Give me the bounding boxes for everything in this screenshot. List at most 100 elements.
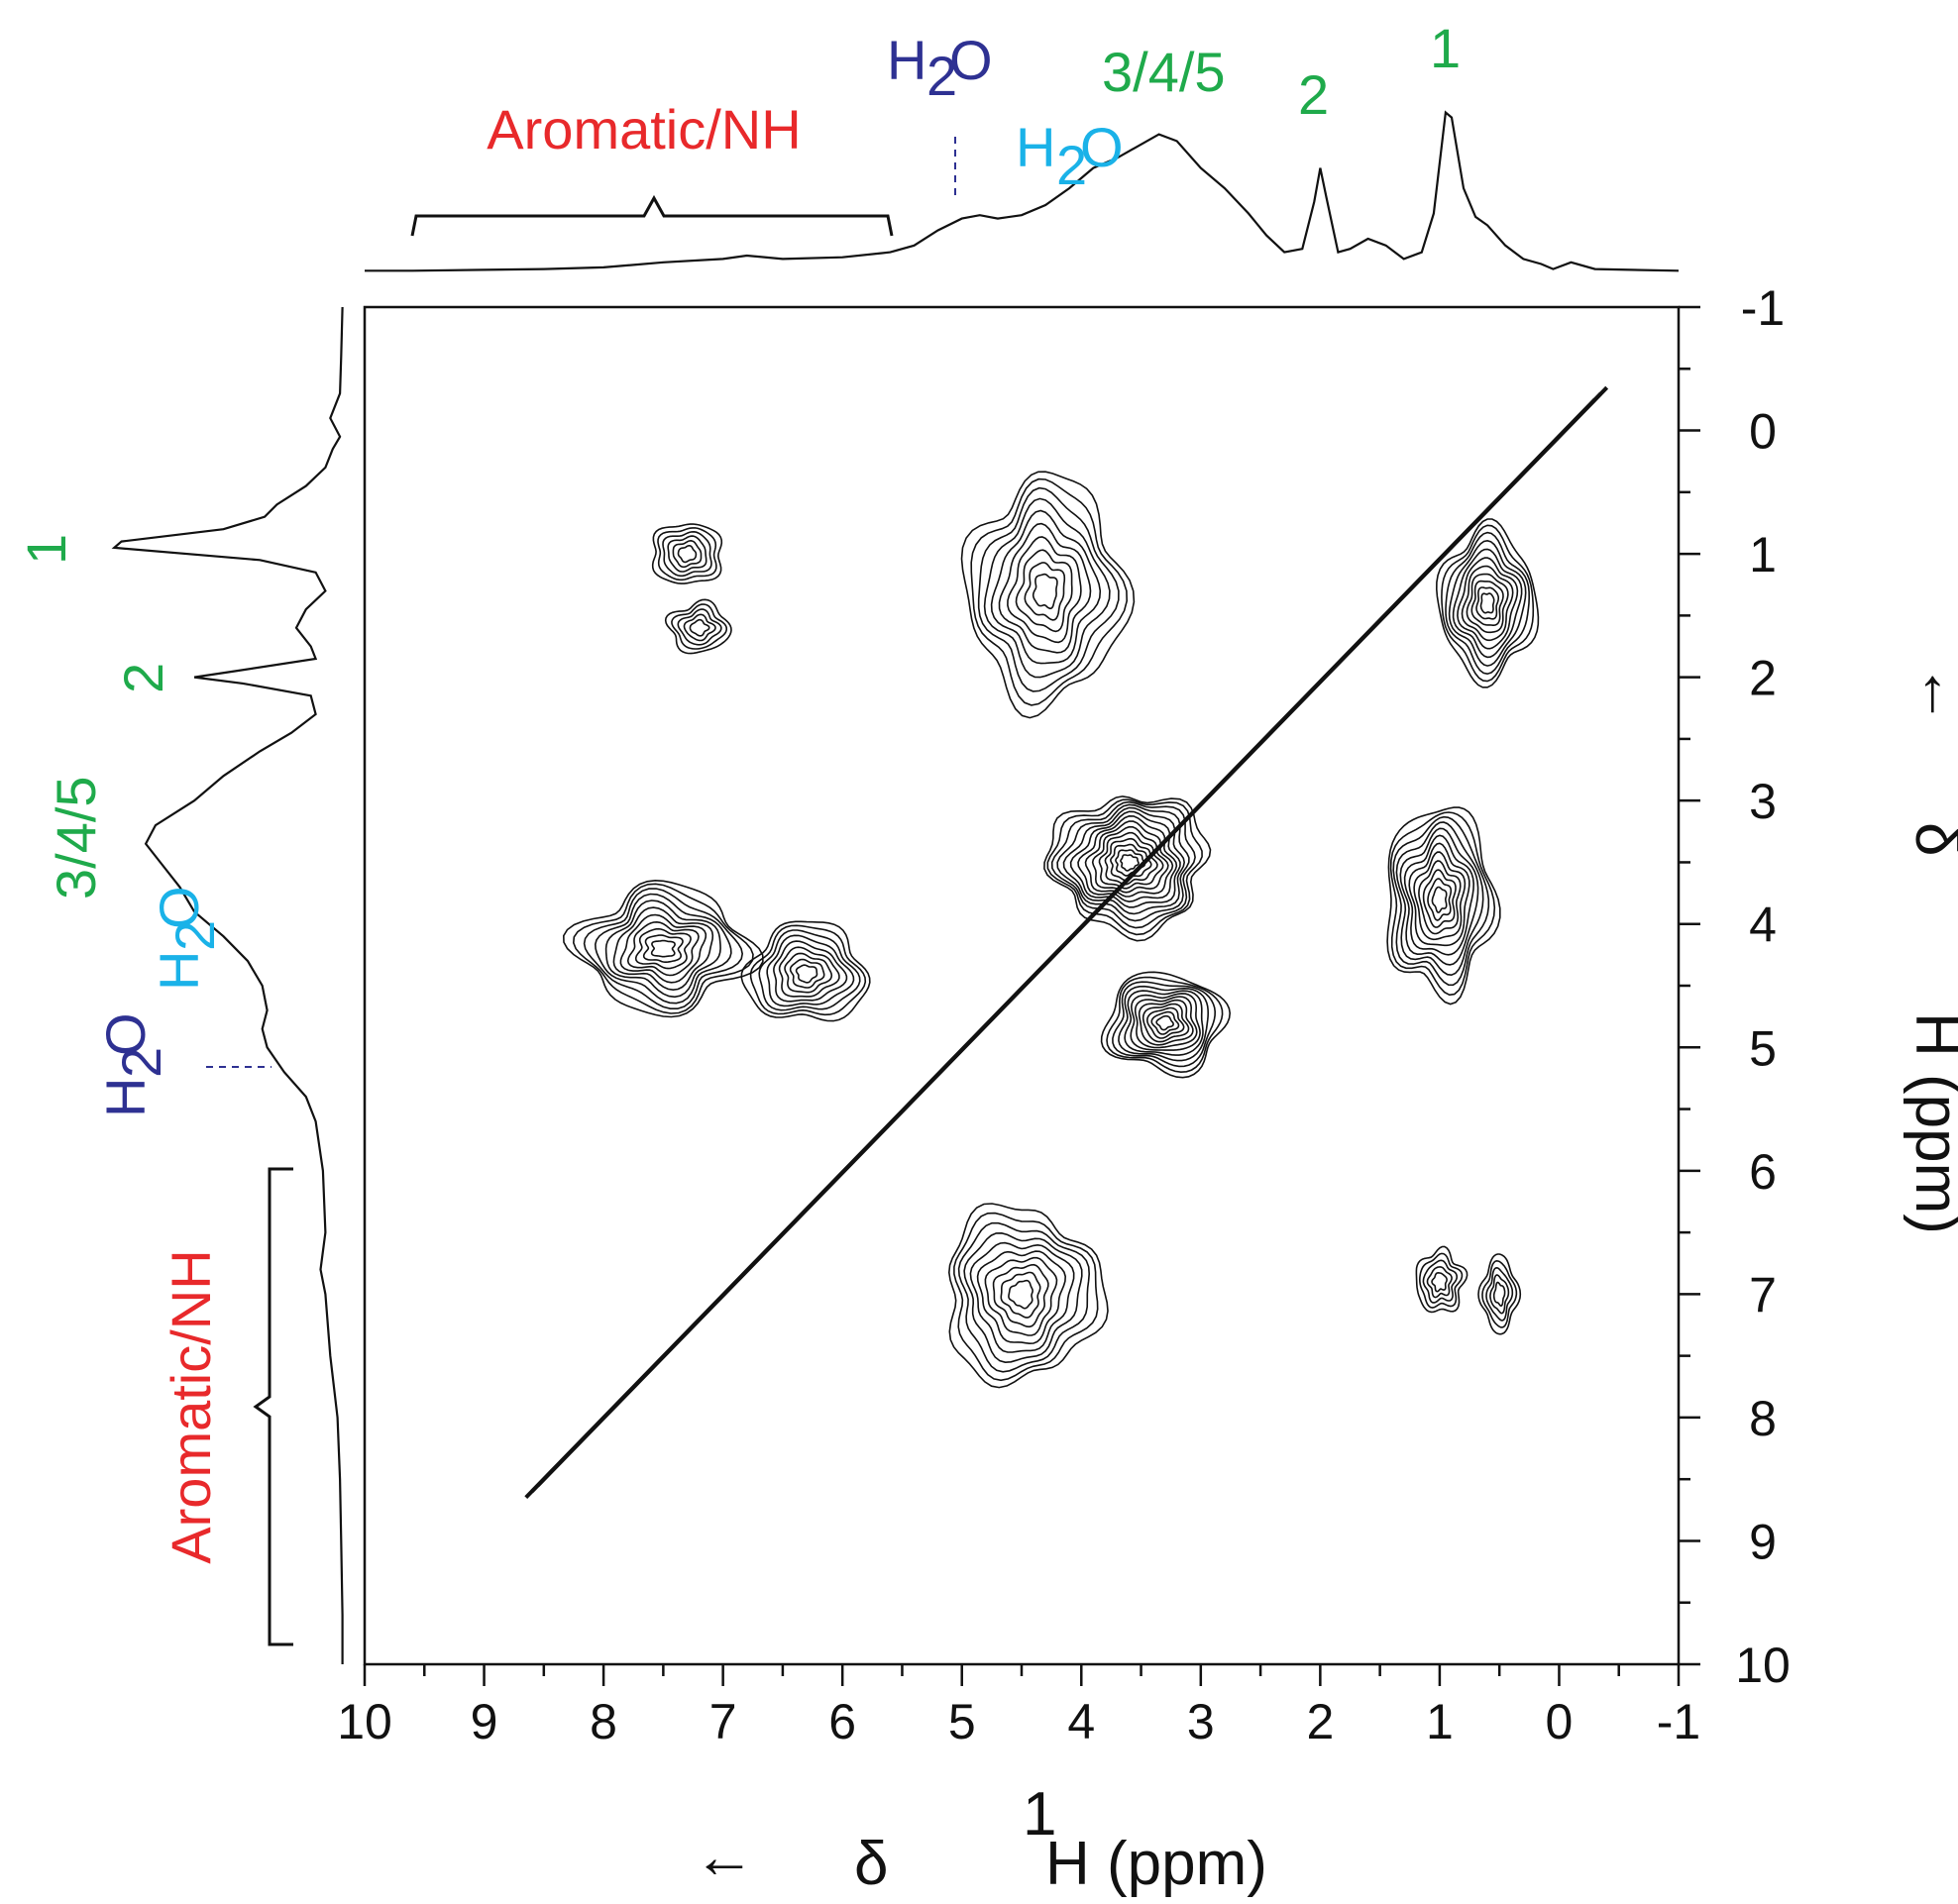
svg-text:2: 2 [1056,134,1087,196]
contour-line [1056,803,1190,922]
contour-line [766,934,855,1007]
y-tick-label: 6 [1749,1144,1777,1200]
contour-line [758,929,861,1011]
contour-line [1431,1271,1448,1293]
contour-line [672,539,703,569]
contour-line [1392,815,1490,987]
contour-line [667,535,707,573]
svg-text:O: O [148,886,210,929]
svg-text:H: H [1016,116,1055,178]
y-tick-label: -1 [1741,280,1785,336]
contour-line [677,545,698,564]
y-tick-label: 9 [1749,1514,1777,1569]
contour-line [619,913,707,984]
contour-line [1470,580,1504,626]
x-tick-label: 2 [1306,1694,1334,1749]
contour-line [784,952,833,994]
y-tick-label: 1 [1749,527,1777,582]
contour-line [984,1256,1058,1336]
contour-line [583,888,744,1009]
top-annotations: Aromatic/NH H 2 O H 2 O 3/4/5 2 1 [410,17,1461,237]
contour-line [1418,860,1462,935]
contour-line [749,924,867,1016]
contour-line [976,1250,1067,1345]
contour-line [1408,842,1470,947]
contour-line [983,497,1111,679]
x-axis-title-delta: δ [854,1830,889,1898]
contour-line [957,1221,1091,1373]
contour-line [1466,573,1509,634]
left-projection [111,306,344,1664]
svg-text:H: H [94,1078,157,1117]
x-tick-label: 1 [1426,1694,1454,1749]
contour-line [671,603,727,650]
y-tick-label: 7 [1749,1267,1777,1322]
contour-line [1007,536,1082,644]
contour-line [963,1231,1083,1364]
contour-line [1069,810,1181,908]
contour-line [1032,573,1058,610]
x-tick-label: 10 [337,1694,392,1749]
contour-line [1145,1006,1185,1039]
x-tick-label: 0 [1546,1694,1574,1749]
contour-line [1395,821,1484,977]
svg-text:2: 2 [926,45,957,107]
contour-line [953,1212,1099,1382]
x-axis-title: ← δ 1 H (ppm) [694,1780,1267,1898]
contour-line [650,939,676,958]
contour-line [1435,518,1540,688]
contour-line [1422,869,1457,928]
contour-line [651,523,723,584]
x-tick-label: 6 [828,1694,856,1749]
contour-line [662,530,712,578]
contour-line [992,1263,1049,1328]
contour-line [778,946,840,998]
x-tick-label: 7 [709,1694,737,1749]
x-axis: 10 9 8 7 6 5 4 3 2 1 0 -1 [337,1664,1700,1749]
y-tick-label: 8 [1749,1391,1777,1446]
contour-line [1091,825,1169,894]
x-tick-label: 8 [590,1694,617,1749]
contour-line [773,940,848,1003]
y-tick-label: 0 [1749,404,1777,460]
x-tick-label: 3 [1187,1694,1215,1749]
left-label-2: 2 [112,663,174,693]
y-axis-title-text: H (ppm) [1903,1012,1958,1234]
contour-line [1084,820,1174,898]
svg-text:O: O [94,1012,157,1056]
y-axis: -1 0 1 2 3 4 5 6 7 8 9 10 [1679,280,1791,1693]
diagonal-ridge-line [536,385,1609,1488]
contour-line [1477,1253,1522,1335]
left-label-h2o-dark: H 2 O [94,1012,172,1117]
contour-line [1046,798,1203,936]
contour-line [1024,562,1066,621]
left-projection-trace [111,306,344,1664]
contour-line [1403,834,1475,956]
contour-line [990,509,1102,665]
contour-line [1118,985,1210,1062]
contour-line [1098,831,1164,890]
contour-line [1062,806,1186,915]
contour-line [1445,531,1531,676]
svg-text:2: 2 [163,920,226,951]
contour-line [795,964,818,984]
contour-line [977,486,1120,692]
contour-line [1077,814,1178,903]
contour-line [1426,1266,1453,1299]
contour-line [1422,1259,1458,1304]
contour-line [1475,586,1499,620]
y-axis-title-superscript: 1 [1952,991,1958,1024]
contour-line [626,920,700,977]
contour-line [1489,1274,1510,1315]
svg-text:2: 2 [110,1047,172,1078]
svg-text:H: H [148,951,210,991]
contour-line [657,527,717,582]
y-tick-label: 5 [1749,1020,1777,1076]
contour-line [1485,1266,1514,1322]
contour-line [1389,811,1496,997]
contour-line [1452,548,1523,659]
x-tick-label: 5 [948,1694,976,1749]
x-axis-title-arrow: ← [694,1823,755,1891]
top-label-1: 1 [1430,17,1461,79]
